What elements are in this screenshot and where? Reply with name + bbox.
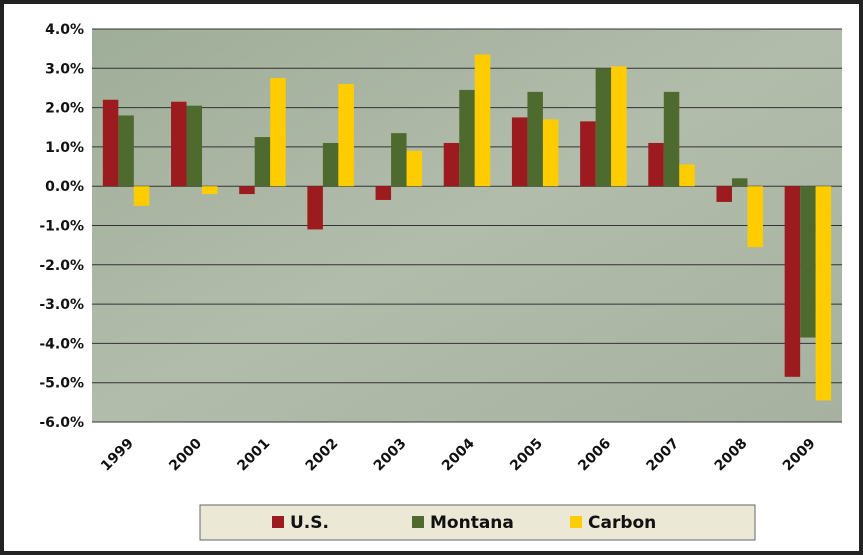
bar [102,99,119,187]
bar [391,133,407,187]
bar [527,91,543,187]
bar [663,91,680,187]
legend-swatch [570,516,582,528]
bar [186,105,203,187]
bar [254,137,271,187]
y-tick-label: -5.0% [39,376,84,392]
bar [595,68,612,187]
bar [815,186,832,401]
legend-box [199,504,756,541]
bar [307,186,323,230]
y-tick-label: 0.0% [45,179,84,195]
bar [679,164,695,187]
bar [542,119,559,187]
y-tick-label: -4.0% [39,336,84,352]
bar [118,115,134,187]
bar [784,186,801,377]
bar [511,117,528,187]
bar [716,186,732,202]
legend-swatch [272,516,284,528]
y-tick-label: -6.0% [39,415,84,431]
bar [239,186,255,195]
bar [133,186,150,206]
bar [648,142,664,187]
y-tick-label: 2.0% [45,101,84,117]
bar [171,101,187,187]
bar [747,186,763,248]
y-tick-label: 1.0% [45,140,84,156]
bar [322,142,339,187]
bar [270,78,286,187]
bar [202,186,218,195]
bar [580,121,596,187]
bar [406,150,423,187]
bar [375,186,392,200]
bar [459,89,475,187]
y-tick-label: 3.0% [45,61,84,77]
y-tick-label: -1.0% [39,219,84,235]
bar [731,178,748,187]
bar [443,142,460,187]
bar [800,186,816,338]
legend-label: Montana [430,513,514,533]
y-tick-label: -3.0% [39,297,84,313]
bar [474,54,491,187]
legend-swatch [412,516,424,528]
bar [611,66,627,187]
legend-label: Carbon [588,513,656,533]
legend-label: U.S. [290,513,329,533]
y-tick-label: -2.0% [39,258,84,274]
bar [338,84,354,187]
y-tick-label: 4.0% [45,22,84,38]
